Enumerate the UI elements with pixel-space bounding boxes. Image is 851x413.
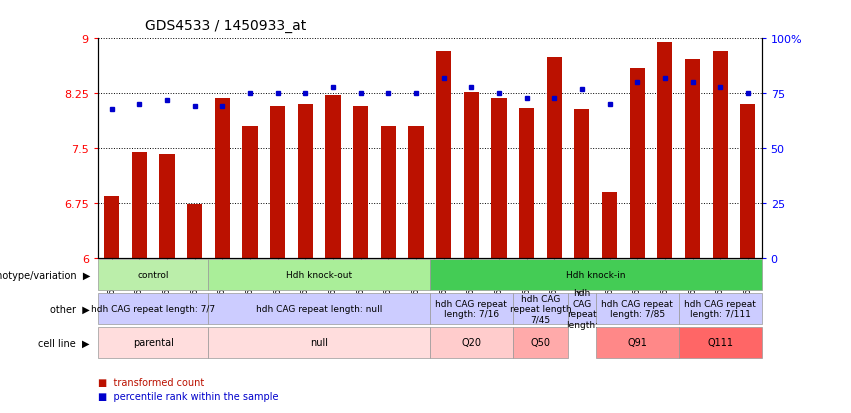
Bar — [596, 293, 678, 324]
Bar — [430, 293, 512, 324]
Text: cell line  ▶: cell line ▶ — [38, 337, 90, 347]
Text: ■  transformed count: ■ transformed count — [98, 377, 204, 387]
Bar — [159, 154, 174, 258]
Text: hdh
CAG
repeat
length:: hdh CAG repeat length: — [566, 289, 598, 329]
Bar — [380, 127, 396, 258]
Bar — [512, 327, 568, 358]
Bar — [430, 259, 762, 290]
Bar — [679, 293, 762, 324]
Text: hdh CAG repeat length: 7/7: hdh CAG repeat length: 7/7 — [91, 304, 215, 313]
Bar — [685, 59, 700, 258]
Bar — [464, 93, 479, 258]
Bar — [602, 192, 617, 258]
Text: Q111: Q111 — [707, 337, 734, 347]
Text: Q20: Q20 — [461, 337, 482, 347]
Bar — [243, 127, 258, 258]
Text: Hdh knock-out: Hdh knock-out — [286, 271, 352, 280]
Text: Q91: Q91 — [627, 337, 647, 347]
Bar — [436, 52, 451, 258]
Bar — [104, 196, 119, 258]
Text: null: null — [310, 337, 328, 347]
Bar — [546, 57, 562, 258]
Text: Hdh knock-in: Hdh knock-in — [566, 271, 625, 280]
Bar — [208, 259, 430, 290]
Bar — [430, 327, 512, 358]
Text: Q50: Q50 — [530, 337, 551, 347]
Text: parental: parental — [133, 337, 174, 347]
Bar — [568, 293, 596, 324]
Bar — [98, 327, 208, 358]
Bar — [353, 107, 368, 258]
Bar — [325, 96, 340, 258]
Bar — [408, 127, 424, 258]
Text: ■  percentile rank within the sample: ■ percentile rank within the sample — [98, 392, 278, 401]
Bar — [519, 109, 534, 258]
Text: hdh CAG
repeat length
7/45: hdh CAG repeat length 7/45 — [510, 294, 571, 323]
Bar — [512, 293, 568, 324]
Bar — [679, 327, 762, 358]
Bar — [740, 105, 756, 258]
Bar — [187, 205, 203, 258]
Text: GDS4533 / 1450933_at: GDS4533 / 1450933_at — [145, 19, 306, 33]
Bar — [298, 105, 313, 258]
Bar — [491, 99, 506, 258]
Text: hdh CAG repeat
length: 7/111: hdh CAG repeat length: 7/111 — [684, 299, 756, 318]
Text: genotype/variation  ▶: genotype/variation ▶ — [0, 270, 90, 280]
Bar — [214, 98, 230, 258]
Bar — [712, 52, 728, 258]
Text: control: control — [137, 271, 169, 280]
Bar — [630, 69, 645, 258]
Bar — [98, 293, 208, 324]
Bar — [132, 152, 147, 258]
Bar — [208, 293, 430, 324]
Bar — [98, 259, 208, 290]
Bar — [574, 110, 590, 258]
Text: hdh CAG repeat
length: 7/16: hdh CAG repeat length: 7/16 — [436, 299, 507, 318]
Bar — [208, 327, 430, 358]
Bar — [657, 43, 672, 258]
Text: hdh CAG repeat
length: 7/85: hdh CAG repeat length: 7/85 — [602, 299, 673, 318]
Text: other  ▶: other ▶ — [50, 304, 90, 314]
Bar — [596, 327, 678, 358]
Text: hdh CAG repeat length: null: hdh CAG repeat length: null — [256, 304, 382, 313]
Bar — [270, 107, 285, 258]
